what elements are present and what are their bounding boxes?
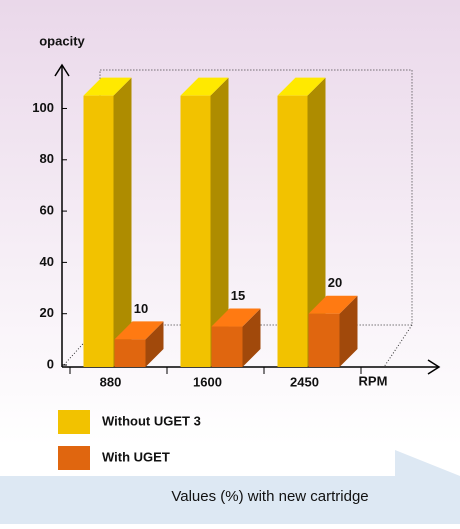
y-tick-label: 0 [47,356,54,371]
bar-top [277,77,326,96]
bar [308,313,340,367]
bar-top [211,308,261,327]
data-label: 20 [328,275,342,290]
bar-side [210,77,229,368]
x-tick-label: 2450 [290,374,319,389]
bar-side [145,321,164,367]
bar-side [242,308,261,367]
bar-top [114,321,164,340]
x-tick-label: 880 [100,374,122,389]
x-axis-label: RPM [359,373,388,388]
x-tick-label: 1600 [193,374,222,389]
back-box [61,69,413,368]
y-tick-label: 80 [40,151,54,166]
bar [211,326,243,367]
bar [83,95,114,368]
legend-swatch [58,446,90,470]
bar-side [339,295,358,367]
caption-band [0,450,460,524]
bar-side [307,77,326,368]
caption: Values (%) with new cartridge [171,488,368,505]
bar [277,95,308,368]
y-tick-label: 60 [40,203,54,218]
x-arrow [427,359,441,375]
bar-side [113,77,132,368]
y-tick-label: 40 [40,254,54,269]
y-arrow [54,63,70,77]
bar-top [180,77,229,96]
data-label: 15 [231,288,245,303]
bar-top [83,77,132,96]
data-label: 10 [134,301,148,316]
y-tick-label: 100 [32,100,54,115]
bar-top [308,295,358,314]
legend-label: With UGET [102,449,170,464]
legend-swatch [58,410,90,434]
bar [114,339,146,367]
legend-label: Without UGET 3 [102,413,201,428]
y-axis-label: opacity [39,33,85,48]
y-tick-label: 20 [40,305,54,320]
bar [180,95,211,368]
